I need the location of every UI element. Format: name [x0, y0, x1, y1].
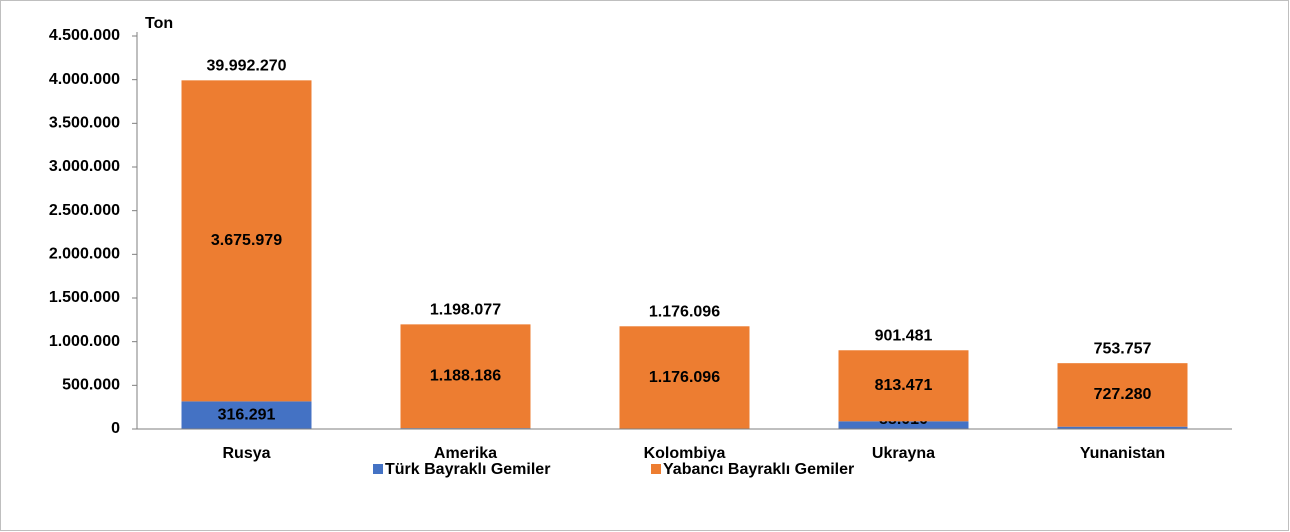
- y-tick-label: 500.000: [62, 377, 120, 394]
- legend-swatch: [651, 464, 661, 474]
- bar: [181, 80, 312, 402]
- total-label: 753.757: [1094, 340, 1152, 357]
- bar: [181, 401, 312, 429]
- y-tick-label: 4.500.000: [49, 27, 120, 44]
- x-tick-label: Kolombiya: [644, 445, 726, 462]
- x-tick-label: Rusya: [222, 445, 270, 462]
- y-tick-label: 0: [111, 420, 120, 437]
- y-tick-label: 2.500.000: [49, 202, 120, 219]
- bar: [838, 421, 969, 429]
- y-tick-label: 1.500.000: [49, 289, 120, 306]
- bar: [838, 350, 969, 422]
- x-tick-label: Yunanistan: [1080, 445, 1165, 462]
- data-label: 316.291: [218, 406, 276, 423]
- legend-label: Yabancı Bayraklı Gemiler: [663, 461, 854, 478]
- y-tick-label: 3.000.000: [49, 158, 120, 175]
- bar: [1057, 426, 1188, 429]
- total-label: 39.992.270: [206, 58, 286, 75]
- legend-swatch: [373, 464, 383, 474]
- legend-label: Türk Bayraklı Gemiler: [385, 461, 550, 478]
- y-tick-label: 3.500.000: [49, 115, 120, 132]
- data-label: 727.280: [1094, 386, 1152, 403]
- x-tick-label: Ukrayna: [872, 445, 935, 462]
- bar: [1057, 363, 1188, 427]
- y-axis-label: Ton: [145, 15, 173, 32]
- total-label: 901.481: [875, 327, 933, 344]
- data-label: 1.176.096: [649, 369, 720, 386]
- x-tick-label: Amerika: [434, 445, 497, 462]
- y-tick-label: 2.000.000: [49, 246, 120, 263]
- data-label: 1.188.186: [430, 367, 501, 384]
- data-label: 813.471: [875, 377, 933, 394]
- y-tick-label: 4.000.000: [49, 71, 120, 88]
- y-tick-label: 1.000.000: [49, 333, 120, 350]
- bar: [400, 324, 531, 429]
- total-label: 1.176.096: [649, 304, 720, 321]
- total-label: 1.198.077: [430, 302, 501, 319]
- data-label: 3.675.979: [211, 232, 282, 249]
- bar: [619, 326, 750, 429]
